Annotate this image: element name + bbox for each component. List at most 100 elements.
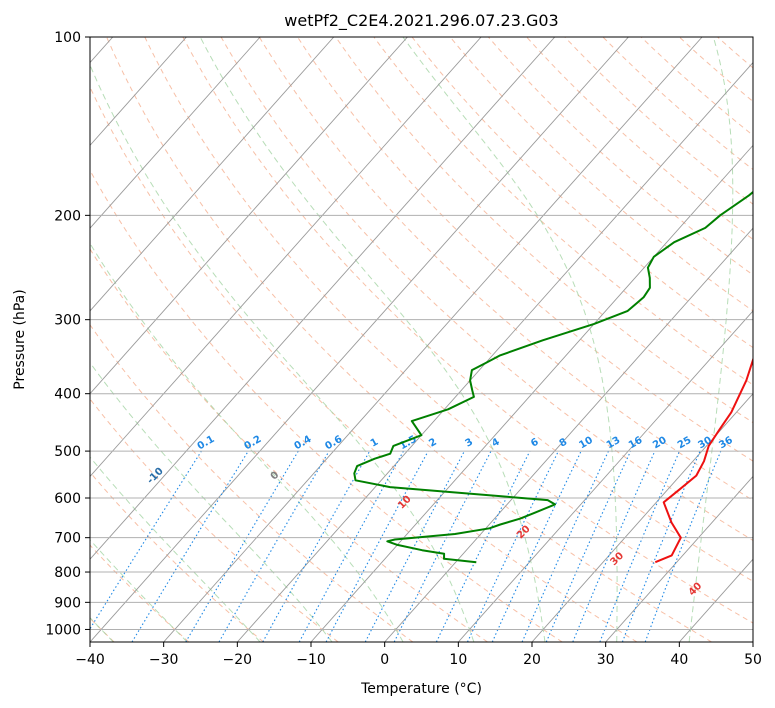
mixing-ratio-line: [545, 450, 632, 642]
y-tick-label: 1000: [45, 622, 81, 638]
x-tick-label: 30: [597, 652, 615, 668]
mixing-ratio-label: 2: [427, 437, 439, 450]
pressure-grid: [90, 37, 753, 630]
mixing-ratio-line: [491, 450, 582, 642]
x-tick-label: −30: [149, 652, 179, 668]
moist-adiabat-label: 20: [515, 524, 533, 542]
dry-adiabat-line: [90, 544, 190, 642]
dry-adiabat-line: [297, 37, 753, 462]
mixing-ratio-line: [131, 450, 249, 642]
mixing-ratio-label: 16: [627, 435, 645, 452]
x-tick-label: 40: [670, 652, 688, 668]
x-tick-label: 20: [523, 652, 541, 668]
mixing-ratio-label: 0.2: [243, 434, 264, 452]
mixing-ratio-line: [185, 450, 299, 642]
isotherm-line: [90, 37, 261, 229]
dry-adiabat-line: [717, 37, 753, 69]
isotherm-line: [90, 37, 556, 560]
mixing-ratio-line: [435, 450, 531, 642]
isotherm-line: [90, 37, 408, 395]
moist-adiabat-line: [199, 37, 546, 642]
dry-adiabat-line: [90, 248, 488, 642]
dry-adiabat-line: [90, 398, 339, 642]
mixing-ratio-line: [364, 450, 465, 642]
plot-frame: [89, 36, 754, 643]
chart-title: wetPf2_C2E4.2021.296.07.23.G03: [284, 11, 558, 31]
dry-adiabat-line: [335, 37, 753, 424]
dry-adiabat-line: [90, 324, 414, 642]
mixing-ratio-label: 8: [558, 437, 570, 450]
moist-adiabat-label: 40: [687, 581, 705, 599]
dewpoint-profile-line: [353, 190, 753, 564]
isotherm-line: [90, 37, 629, 642]
mixing-ratio-line: [262, 450, 371, 642]
dry-adiabat-line: [488, 37, 753, 276]
x-tick-label: 50: [744, 652, 762, 668]
isotherm-line: [90, 37, 187, 147]
y-tick-label: 200: [54, 208, 81, 224]
mixing-ratio-line: [325, 450, 429, 642]
mixing-ratio-line: [599, 450, 681, 642]
mixing-ratio-label: 36: [717, 435, 735, 452]
moist-adiabat-line: [90, 242, 404, 642]
moist-adiabat-line: [90, 361, 333, 642]
mixing-ratio-label: 0.6: [323, 434, 344, 452]
y-tick-label: 900: [54, 595, 81, 611]
y-tick-label: 100: [54, 30, 81, 46]
mixing-ratio-line: [521, 450, 609, 642]
isotherm-line: [605, 475, 753, 642]
isotherm-line: [752, 641, 753, 642]
isotherm-line: [163, 37, 703, 642]
moist-adiabat-line: [688, 37, 734, 642]
x-tick-label: 10: [449, 652, 467, 668]
y-tick-label: 600: [54, 491, 81, 507]
isotherm-line: [236, 61, 753, 642]
isotherm-line: [457, 310, 753, 642]
y-tick-label: 700: [54, 531, 81, 547]
x-axis-title: Temperature (°C): [360, 681, 482, 697]
isotherm-line: [90, 37, 335, 312]
dry-adiabat-line: [373, 37, 753, 386]
mixing-ratio-line: [466, 450, 559, 642]
y-axis-title: Pressure (hPa): [12, 289, 28, 389]
background-lines: [90, 37, 775, 642]
y-tick-label: 400: [54, 387, 81, 403]
mixing-ratio-label: 4: [490, 437, 502, 450]
dry-adiabat-line: [182, 37, 753, 582]
y-tick-label: 800: [54, 565, 81, 581]
mixing-ratio-label: 0.4: [293, 434, 314, 452]
temperature-profile-line: [654, 356, 753, 564]
dry-adiabat-line: [90, 85, 638, 642]
x-tick-label: −10: [296, 652, 326, 668]
x-tick-label: −40: [75, 652, 105, 668]
mixing-ratio-label: 1: [369, 437, 381, 450]
y-tick-label: 500: [54, 444, 81, 460]
mixing-ratio-line: [621, 450, 701, 642]
mixing-ratio-line: [572, 450, 656, 642]
isotherm-line: [531, 393, 753, 642]
x-tick-label: 0: [380, 652, 389, 668]
mixing-ratio-label: 3: [464, 437, 476, 450]
dry-adiabat-line: [258, 37, 753, 501]
dry-adiabat-line: [90, 471, 264, 642]
dry-adiabat-line: [90, 169, 563, 642]
mixing-ratio-label: 20: [651, 435, 669, 452]
mixing-ratio-line: [298, 450, 404, 642]
moist-adiabat-line: [90, 456, 261, 642]
mixing-ratio-label: 13: [605, 435, 623, 452]
mixing-ratio-label: 25: [676, 435, 694, 452]
dry-adiabat-line: [220, 37, 753, 541]
isotherm-line: [384, 227, 753, 642]
moist-adiabat-line: [90, 539, 188, 642]
dry-adiabat-line: [640, 37, 753, 136]
dry-adiabat-line: [602, 37, 753, 171]
profiles: [353, 190, 753, 564]
mixing-ratio-line: [644, 450, 722, 642]
x-tick-label: −20: [223, 652, 253, 668]
mixing-ratio-line: [90, 450, 202, 630]
isotherm-line: [90, 37, 482, 478]
y-axis: 100 200 300 400 500 600 700 800 900 1000: [45, 30, 90, 638]
moist-adiabat-line: [762, 37, 775, 642]
